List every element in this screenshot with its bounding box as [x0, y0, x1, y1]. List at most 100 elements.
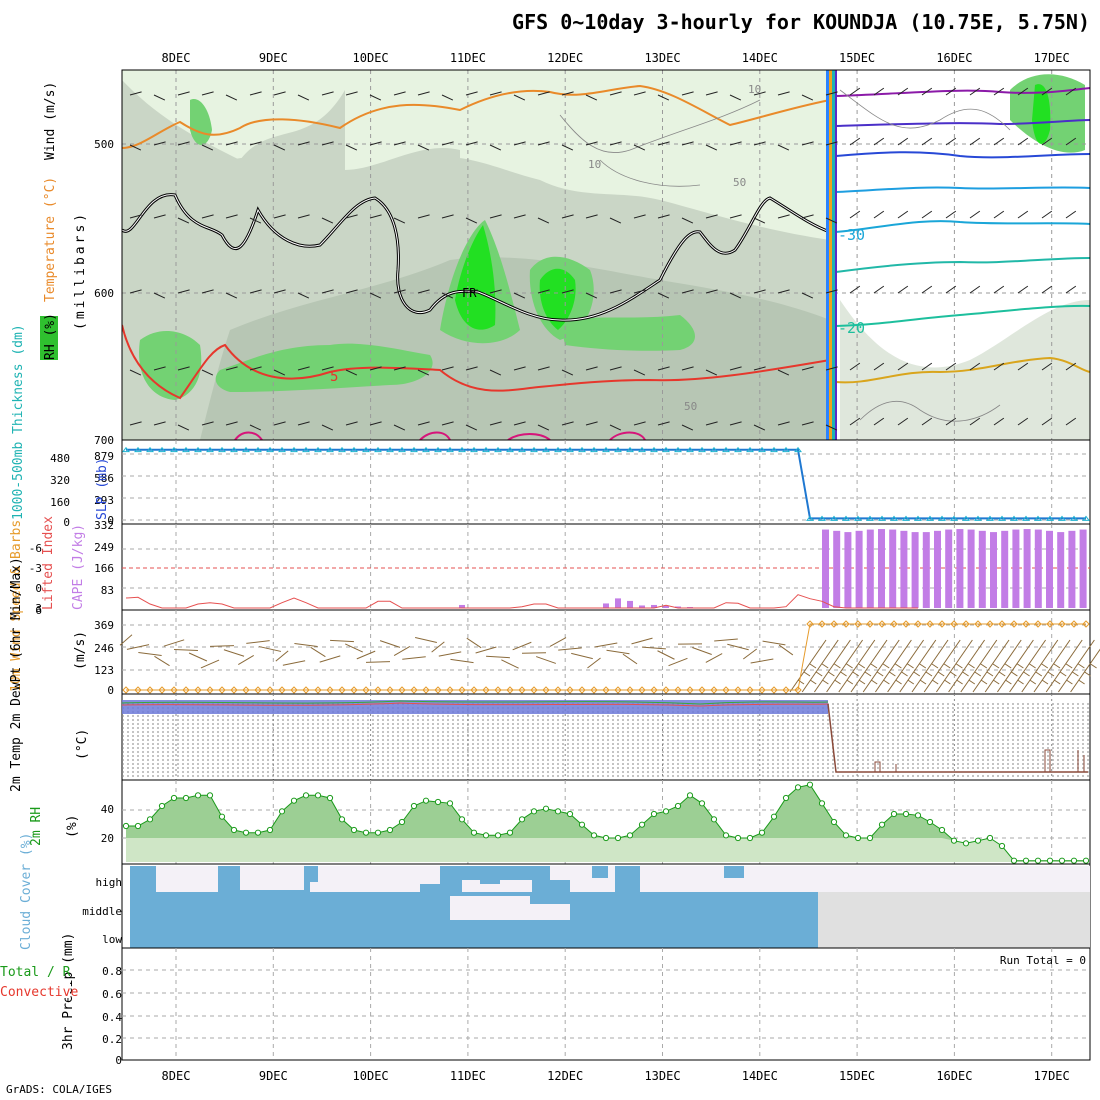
- wind-barb: [897, 362, 909, 371]
- slp-marker: [134, 446, 142, 453]
- wind-marker: [890, 620, 898, 628]
- wind-speed-line: [126, 623, 1086, 691]
- wind-barb: [993, 210, 1005, 219]
- x-tick-bottom: 16DEC: [936, 1069, 972, 1083]
- slp-marker: [494, 446, 502, 453]
- wind-barb: [393, 141, 406, 146]
- rh-marker: [734, 834, 742, 842]
- rh-marker: [866, 834, 874, 842]
- wind-marker: [710, 686, 718, 694]
- rh-marker: [566, 810, 574, 818]
- x-tick-bottom: 10DEC: [353, 1069, 389, 1083]
- rh-marker: [554, 808, 562, 815]
- wind-marker: [122, 686, 130, 694]
- wind-barb: [657, 421, 670, 426]
- wind-barb: [609, 424, 622, 431]
- slp-marker: [302, 446, 310, 453]
- rh-marker: [986, 834, 994, 842]
- y-tick: 500: [94, 138, 114, 151]
- wind-marker: [206, 686, 214, 694]
- wind-barb: [174, 648, 198, 652]
- label-rh-unit: (%): [65, 815, 80, 838]
- wind-marker: [422, 686, 430, 694]
- slp-marker: [602, 446, 610, 453]
- wind-barb: [321, 91, 334, 96]
- slp-marker: [1082, 515, 1090, 521]
- rh-marker: [422, 797, 430, 804]
- slp-marker: [842, 515, 850, 521]
- y-tick: 480: [50, 452, 70, 465]
- wind-marker: [362, 686, 370, 694]
- cape-bar: [663, 605, 669, 608]
- wind-barb: [750, 658, 774, 664]
- wind-barb: [1021, 639, 1059, 693]
- slp-marker: [890, 515, 898, 521]
- rh-marker: [302, 792, 310, 799]
- rh-marker: [854, 834, 862, 842]
- wind-marker: [278, 686, 286, 694]
- wind-barb: [249, 141, 262, 146]
- precip-panel: Run Total = 0 0.8 0.6 0.4 0.2 0 3hr Prec…: [0, 933, 1091, 1067]
- cape-bar: [889, 529, 897, 608]
- x-tick-top: 14DEC: [742, 51, 778, 65]
- wind-barb: [585, 214, 598, 219]
- x-axis-top: 8DEC 9DEC 10DEC 11DEC 12DEC 13DEC 14DEC 15DEC 16…: [162, 51, 1070, 65]
- wind-barb: [489, 214, 502, 219]
- wind-barb: [201, 144, 214, 151]
- wind-barb: [486, 655, 510, 659]
- wind-barb: [606, 649, 630, 655]
- wind-barb: [415, 636, 437, 644]
- wind-barb: [465, 424, 478, 431]
- wind-marker: [1070, 620, 1078, 628]
- wind-barb: [561, 369, 574, 376]
- cape-bar: [627, 600, 633, 608]
- slp-marker: [902, 515, 910, 521]
- rh-marker: [494, 832, 502, 839]
- slp-marker: [674, 446, 682, 453]
- slp-marker: [974, 515, 982, 521]
- wind-barb: [177, 141, 190, 146]
- cape-bar: [1079, 529, 1087, 608]
- wind-barb: [825, 366, 838, 371]
- label-slp: SLP (mb): [95, 457, 110, 520]
- slp-marker: [1046, 515, 1054, 521]
- wind-barb: [366, 661, 390, 663]
- rh-marker: [446, 800, 454, 807]
- cape-bar: [967, 529, 975, 608]
- slp-marker: [794, 446, 802, 453]
- wind-barb: [921, 362, 933, 371]
- wind-barb: [1065, 87, 1077, 96]
- wind-barb: [729, 214, 742, 219]
- cape-bar: [844, 532, 852, 608]
- slp-marker: [914, 515, 922, 521]
- rh-marker: [1046, 857, 1054, 864]
- y-tick: 123: [94, 664, 114, 677]
- wind-barb: [561, 91, 574, 96]
- wind-barb: [657, 94, 670, 101]
- rh-marker: [338, 816, 346, 823]
- wind10m-panel: 369 246 123 0 10m Wind Speed & Barbs (m/…: [9, 520, 1100, 697]
- wind-marker: [974, 620, 982, 628]
- rh-marker: [902, 810, 910, 818]
- wind-marker: [1010, 620, 1018, 628]
- wind-marker: [506, 686, 514, 694]
- slp-marker: [158, 446, 166, 453]
- label-wind: Wind (m/s): [43, 82, 58, 160]
- x-tick-top: 11DEC: [450, 51, 486, 65]
- wind-barb: [705, 421, 718, 426]
- wind-marker: [566, 686, 574, 694]
- wind-barb: [330, 639, 354, 643]
- slp-marker: [278, 446, 286, 453]
- wind-barb: [969, 417, 981, 426]
- wind-barb: [705, 653, 723, 663]
- rh-marker: [926, 818, 934, 826]
- wind-barb: [258, 646, 282, 652]
- slp-marker: [638, 446, 646, 453]
- label-precip-convective: Convective: [0, 985, 78, 1000]
- slp-marker: [938, 515, 946, 521]
- slp-marker: [1034, 515, 1042, 521]
- wind-barb: [379, 640, 401, 648]
- wind-barb: [513, 214, 526, 219]
- label-rh: RH (%): [43, 313, 58, 360]
- wind-barb: [417, 369, 430, 376]
